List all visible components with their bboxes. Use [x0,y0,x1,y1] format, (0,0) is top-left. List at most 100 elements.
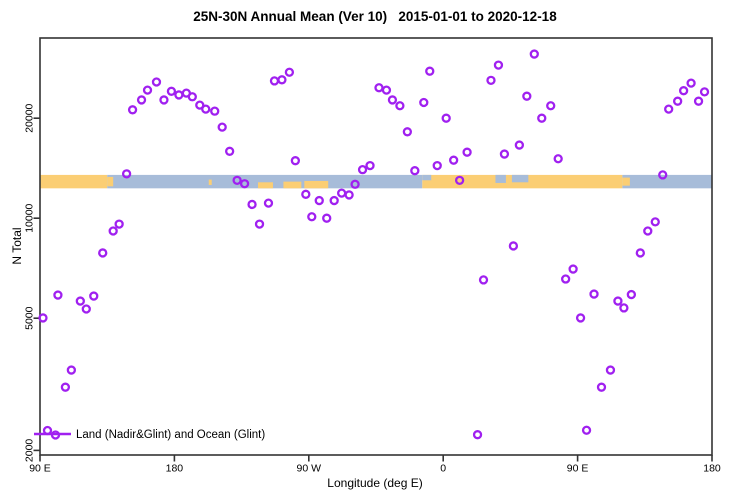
data-point [478,275,489,285]
data-point [486,75,496,85]
legend-point-sample [50,430,61,440]
map-band-detail-land [208,179,212,185]
data-point [114,219,124,229]
data-point [561,274,571,284]
data-point [254,219,265,229]
data-point [693,96,704,106]
data-point [441,113,451,123]
data-point [38,313,48,323]
data-point [210,106,220,116]
data-point [425,66,435,76]
data-point [658,170,668,180]
legend-point-sample [42,425,53,436]
data-point [166,86,177,96]
x-tick-label: 90 E [29,463,51,475]
data-point [686,78,696,88]
map-band-detail-land [283,181,302,189]
data-point [350,179,360,189]
map-band-detail-land [258,182,273,189]
x-axis-title: Longitude (deg E) [327,476,423,490]
data-point [195,100,205,110]
data-point [159,95,169,105]
data-point [546,101,556,111]
data-point [174,90,184,100]
map-band-ocean [107,174,423,189]
data-point [217,122,227,132]
data-point [613,296,623,306]
data-point [575,313,586,323]
data-point [522,91,532,101]
scatter-points [38,49,710,440]
map-band-detail-land [107,176,114,187]
y-axis: 2000 5000 10000 20000 [24,103,40,462]
chart-title: 25N-30N Annual Mean (Ver 10) 2015-01-01 … [193,9,557,24]
data-point [98,248,108,258]
plot-box [39,37,713,456]
data-point [395,101,405,111]
x-tick-label: 180 [166,463,184,475]
data-point [127,105,138,115]
data-point [284,67,295,77]
data-point [89,291,99,301]
data-point [151,77,162,87]
map-band-detail-ocean [495,174,506,183]
data-point [454,175,465,185]
data-point [568,264,578,274]
data-point [381,85,392,95]
x-tick-label: 180 [703,463,721,475]
data-point [508,241,519,251]
map-band-detail-land [622,177,630,186]
data-point [472,430,483,440]
data-point [432,160,442,171]
data-point [269,76,280,86]
data-point [108,226,118,236]
data-point [462,147,472,157]
data-point [301,189,311,199]
data-point [53,290,63,300]
data-point [81,304,91,314]
x-tick-label: 90 E [567,463,589,475]
y-tick-label: 20000 [24,103,36,132]
data-point [290,156,301,166]
data-point [277,75,287,85]
data-point [529,49,539,59]
data-point [365,160,375,171]
data-point [75,296,85,306]
data-point [699,87,710,97]
data-point [247,199,257,210]
x-tick-label: 90 W [297,463,322,475]
data-point [643,226,653,236]
data-point [650,217,660,227]
data-point [314,195,324,206]
data-point [514,140,525,150]
legend: Land (Nadir&Glint) and Ocean (Glint) [34,425,265,441]
y-axis-title: N Total [10,227,24,265]
data-point [239,179,250,189]
data-point [357,165,368,175]
data-point [635,248,645,258]
data-point [337,188,347,198]
map-band [40,174,712,189]
data-point [589,289,599,299]
data-point [605,365,616,375]
data-point [329,195,339,206]
data-point [232,175,242,185]
data-point [322,213,332,223]
map-band-detail-ocean [422,174,432,181]
data-point [449,155,459,165]
data-point [596,382,607,392]
data-point [387,95,398,105]
map-band-detail-ocean [511,174,529,183]
data-point [493,60,504,70]
data-point [187,92,197,102]
y-tick-label: 5000 [24,306,36,330]
data-point [307,212,317,222]
data-point [553,154,563,164]
map-band-detail-land [304,180,329,189]
map-band-land [40,174,108,189]
x-tick-label: 0 [440,463,446,475]
legend-label: Land (Nadir&Glint) and Ocean (Glint) [76,429,265,441]
data-point [619,303,629,313]
